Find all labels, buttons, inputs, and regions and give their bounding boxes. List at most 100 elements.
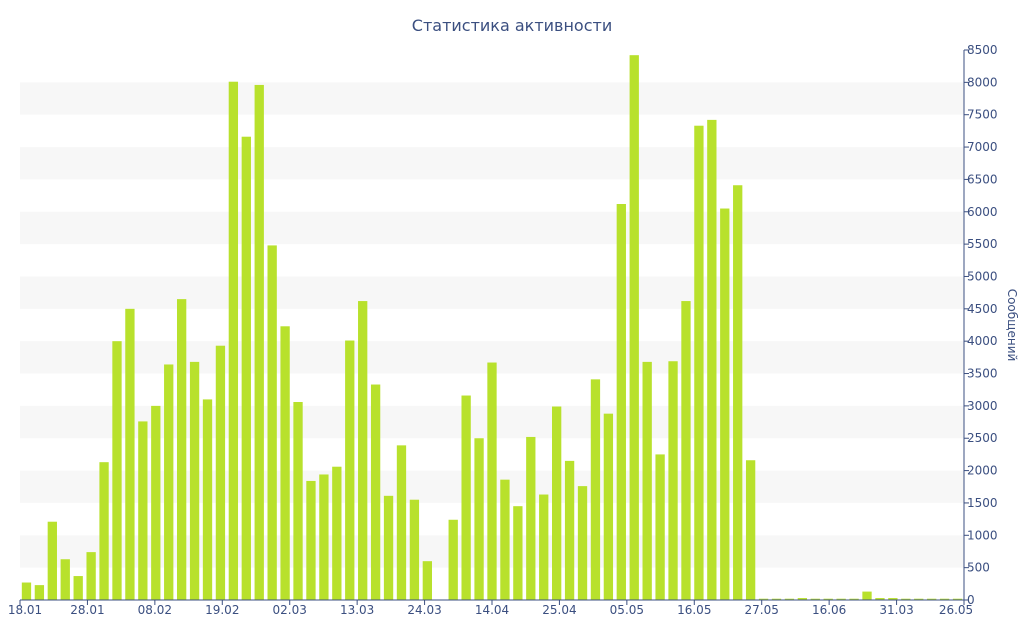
bar (176, 299, 187, 600)
bar (526, 436, 536, 600)
bar (241, 136, 251, 600)
bar (655, 454, 665, 600)
bar (60, 559, 70, 600)
bars (21, 55, 963, 601)
bar (707, 119, 717, 600)
bar (448, 519, 458, 600)
bar (603, 413, 614, 600)
bar (306, 480, 316, 600)
y-tick-label: 8000 (967, 75, 998, 89)
bar (952, 598, 963, 600)
bar (642, 361, 652, 600)
bar (358, 301, 368, 600)
bar (86, 552, 96, 600)
y-tick-label: 1500 (967, 496, 998, 510)
y-tick-label: 6000 (967, 205, 998, 219)
bar (784, 598, 795, 600)
bar (564, 460, 575, 600)
bar (474, 438, 484, 600)
x-tick-label: 27.05 (745, 603, 779, 617)
chart-title: Статистика активности (411, 16, 613, 35)
bar (189, 361, 200, 600)
bar (849, 598, 859, 600)
bar (720, 208, 730, 600)
x-tick-label: 31.03 (879, 603, 913, 617)
bar (409, 499, 420, 600)
bar (319, 474, 329, 600)
bar (771, 598, 782, 600)
bar (668, 361, 678, 600)
grid-band (20, 211, 964, 245)
bar (422, 561, 432, 600)
bar (629, 55, 639, 601)
bar (914, 598, 924, 600)
bar (21, 582, 32, 600)
x-tick-label: 14.04 (475, 603, 509, 617)
x-tick-label: 16.06 (812, 603, 846, 617)
x-tick-label: 28.01 (70, 603, 104, 617)
bar (590, 379, 601, 600)
bar (823, 598, 833, 600)
x-tick-label: 24.03 (407, 603, 441, 617)
grid-band (20, 147, 964, 180)
y-tick-label: 5000 (967, 269, 998, 283)
bar (332, 466, 342, 600)
bar (293, 402, 303, 600)
bar (280, 326, 290, 600)
y-tick-label: 4500 (967, 302, 998, 316)
x-tick-label: 02.03 (273, 603, 307, 617)
bar (112, 341, 122, 600)
bar (47, 521, 57, 600)
bar (99, 462, 109, 600)
bar (370, 384, 381, 600)
y-tick-label: 4000 (967, 334, 998, 348)
y-tick-label: 7000 (967, 140, 998, 154)
bar (34, 585, 45, 600)
bar (862, 591, 872, 600)
y-tick-label: 2500 (967, 431, 998, 445)
bar (745, 460, 756, 600)
bar (681, 301, 691, 600)
bar (875, 598, 885, 600)
x-tick-label: 25.04 (542, 603, 576, 617)
y-tick-label: 1000 (967, 528, 998, 542)
bar (616, 204, 626, 600)
bar (552, 406, 562, 600)
y-tick-label: 3500 (967, 367, 998, 381)
bar (125, 308, 135, 600)
bar (939, 598, 950, 600)
bar (810, 598, 820, 600)
y-tick-label: 500 (967, 561, 990, 575)
bar (539, 494, 549, 600)
x-tick-label: 05.05 (610, 603, 644, 617)
grid-band (20, 82, 964, 115)
y-tick-label: 6500 (967, 172, 998, 186)
y-tick-label: 0 (967, 593, 975, 607)
bar (487, 362, 497, 600)
bar (383, 495, 394, 600)
bar (577, 486, 588, 600)
bar (215, 345, 226, 600)
y-axis-ticks: 0 500 1000 1500 2000 2500 3000 3500 4000 4500 5000… (964, 43, 998, 607)
bar (254, 84, 264, 600)
bar (267, 245, 277, 600)
bar (733, 185, 743, 601)
x-tick-label: 26.05 (939, 603, 973, 617)
x-tick-label: 13.03 (340, 603, 374, 617)
bar (500, 479, 510, 600)
y-tick-label: 3000 (967, 399, 998, 413)
bar (345, 340, 355, 600)
bar (836, 598, 846, 600)
bar (151, 405, 161, 600)
bar (888, 598, 898, 600)
y-axis-label: Сообщений (1005, 289, 1019, 362)
bar (73, 576, 83, 600)
bar (202, 399, 213, 600)
bar (797, 598, 808, 600)
x-tick-label: 08.02 (138, 603, 172, 617)
bar (927, 598, 937, 600)
bar (513, 506, 523, 600)
bar (396, 445, 407, 600)
y-tick-label: 8500 (967, 43, 998, 57)
